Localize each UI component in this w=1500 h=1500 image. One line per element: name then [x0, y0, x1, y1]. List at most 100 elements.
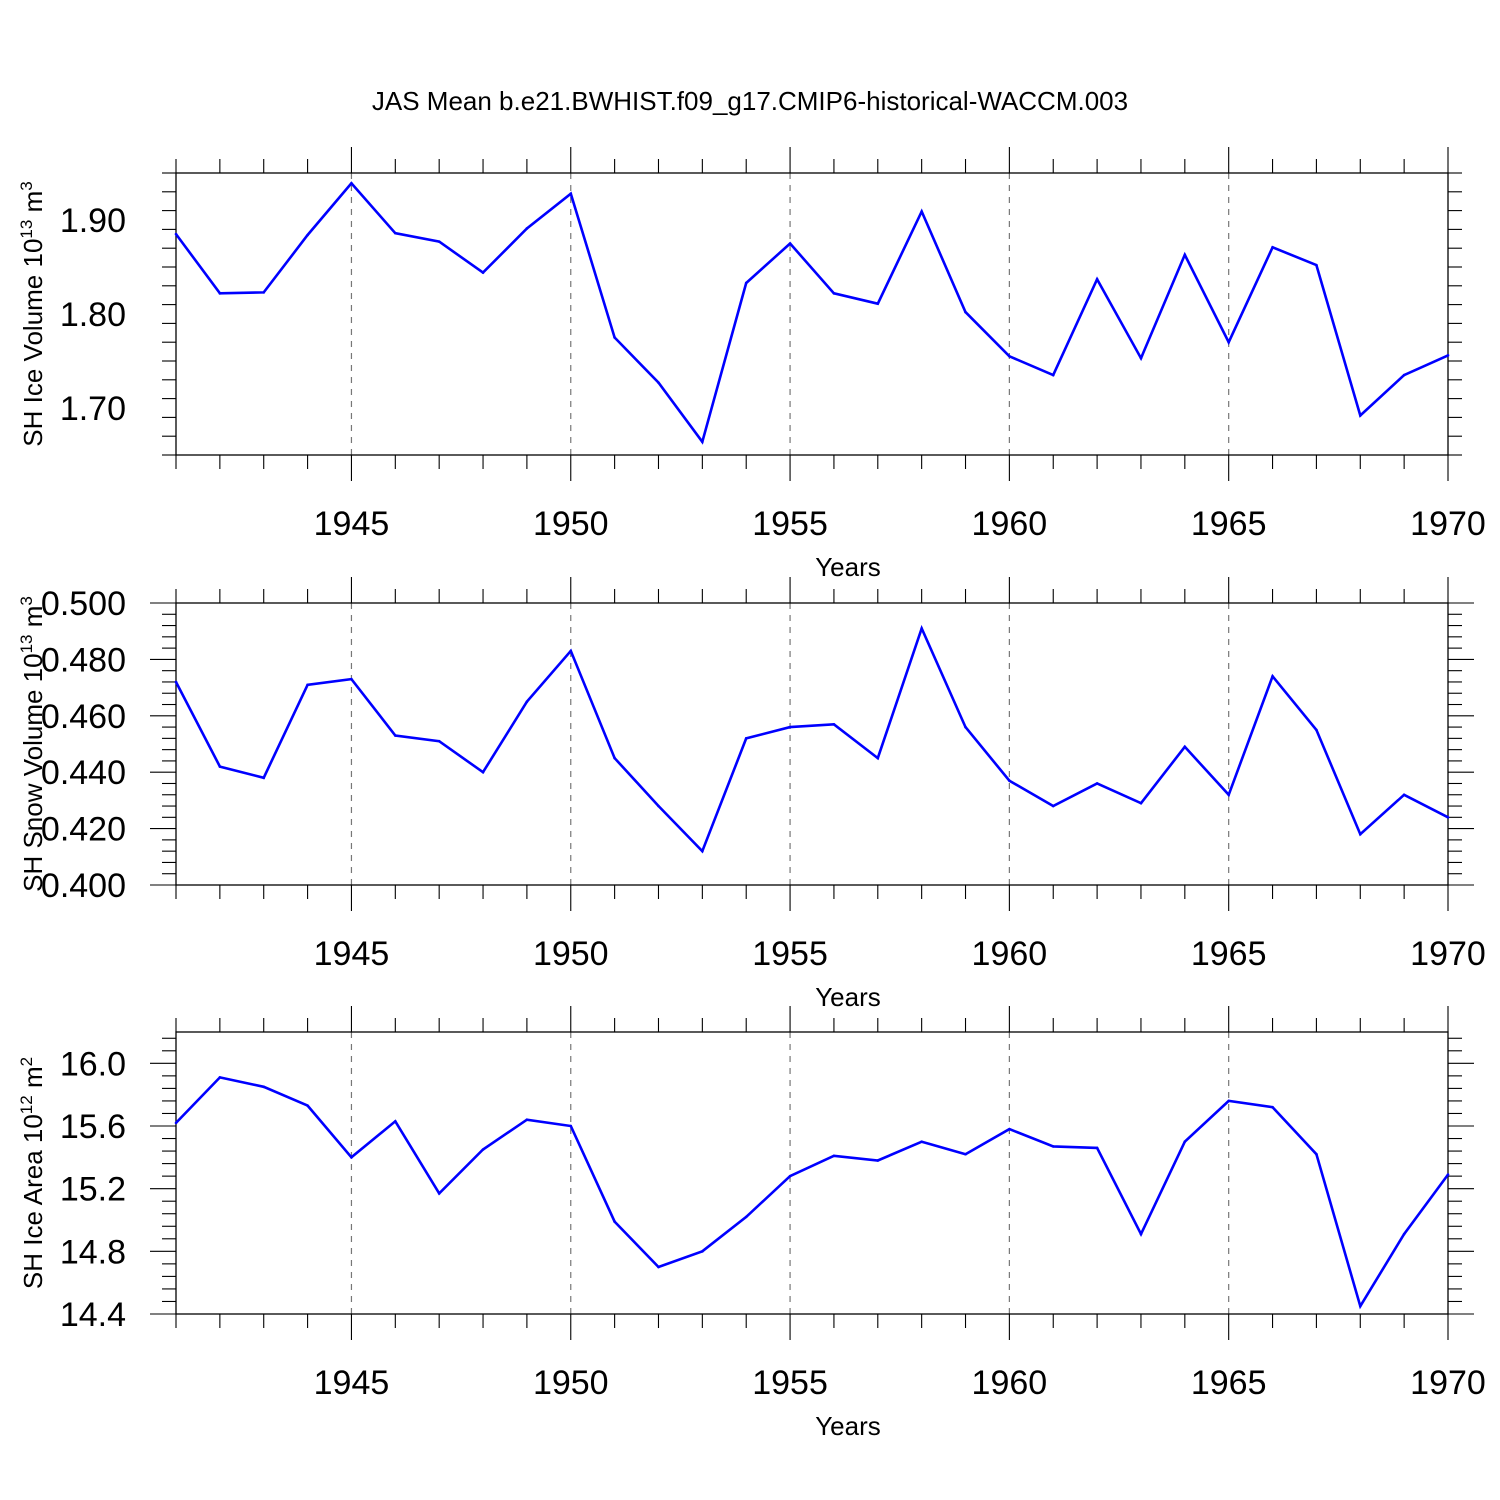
data-point — [1358, 832, 1362, 836]
y-tick-label: 1.90 — [60, 202, 126, 240]
x-tick-label: 1965 — [1191, 505, 1267, 543]
data-point — [964, 310, 967, 314]
y-tick-label: 15.6 — [60, 1108, 126, 1146]
panel-3: 1945 1950 1955 1960 1965 1970 Years 14.4 14.8 15.… — [17, 1006, 1486, 1441]
x-tick-label: 1970 — [1410, 1364, 1486, 1402]
data-point — [744, 281, 748, 285]
data-point — [481, 271, 485, 274]
panel-2: 1945 1950 1955 1960 1965 1970 Years 0.400 0.420 0… — [17, 577, 1486, 1012]
series-line — [174, 624, 1449, 854]
x-tick-label: 1950 — [533, 935, 609, 973]
x-tick-label: 1950 — [533, 1364, 609, 1402]
data-point — [1051, 1145, 1055, 1148]
data-point — [1008, 1127, 1011, 1131]
y-axis-label-unit-exponent: 3 — [17, 596, 36, 605]
data-point — [1315, 728, 1318, 732]
data-point — [832, 722, 836, 726]
data-point — [920, 1140, 923, 1143]
data-point — [613, 756, 616, 760]
y-axis-label-unit: m — [18, 191, 48, 220]
data-point — [262, 1085, 266, 1089]
x-tick-label: 1945 — [314, 935, 390, 973]
data-point — [1139, 801, 1143, 805]
data-point — [744, 737, 748, 740]
data-point — [1402, 1232, 1406, 1236]
data-point — [569, 1124, 573, 1128]
data-point — [1095, 782, 1099, 785]
data-point — [701, 849, 704, 853]
data-point — [174, 1121, 178, 1125]
data-point — [437, 1192, 441, 1195]
data-point — [1051, 373, 1055, 377]
data-point — [525, 227, 529, 230]
y-tick-label: 15.2 — [60, 1171, 126, 1209]
x-axis-label: Years — [815, 552, 881, 582]
y-axis-label-exponent: 13 — [17, 220, 36, 239]
data-point — [525, 1118, 529, 1122]
y-axis-label-text: SH Snow Volume 10 — [18, 653, 48, 891]
data-point — [1446, 816, 1450, 819]
data-point — [788, 1174, 792, 1178]
y-tick-label: 16.0 — [60, 1045, 126, 1083]
data-point — [306, 683, 309, 687]
data-point — [218, 292, 222, 295]
y-axis-label-exponent: 12 — [17, 1095, 36, 1114]
data-point — [1358, 1304, 1362, 1308]
y-tick-label: 0.440 — [41, 754, 126, 792]
y-axis-label: SH Ice Volume 1013 m3 — [17, 181, 48, 446]
data-point — [1315, 263, 1318, 267]
data-point — [788, 242, 792, 245]
x-tick-label: 1960 — [972, 935, 1048, 973]
data-point — [1271, 1105, 1274, 1109]
data-point — [1051, 804, 1055, 808]
y-tick-label: 0.460 — [41, 698, 126, 736]
data-point — [569, 649, 573, 653]
data-point — [1095, 1146, 1099, 1150]
y-tick-label: 0.400 — [41, 867, 126, 905]
data-point — [525, 700, 529, 703]
plot-frame — [175, 602, 1449, 886]
y-tick-label: 0.500 — [41, 585, 126, 623]
data-point — [876, 1159, 880, 1162]
y-axis-label-exponent: 13 — [17, 634, 36, 653]
x-tick-label: 1960 — [972, 1364, 1048, 1402]
series-line — [175, 1075, 1450, 1310]
data-point — [876, 302, 880, 305]
data-point — [394, 231, 397, 235]
y-tick-label: 14.8 — [60, 1233, 126, 1271]
x-tick-label: 1970 — [1410, 935, 1486, 973]
data-point — [1446, 1173, 1450, 1176]
figure-title: JAS Mean b.e21.BWHIST.f09_g17.CMIP6-hist… — [372, 86, 1128, 116]
data-point — [920, 210, 923, 213]
data-point — [657, 381, 660, 384]
data-point — [306, 233, 309, 237]
y-axis-label-text: SH Ice Volume 10 — [18, 239, 48, 447]
data-point — [306, 1104, 309, 1107]
data-point — [437, 240, 441, 243]
data-point — [1227, 793, 1230, 797]
x-tick-label: 1955 — [752, 505, 828, 543]
x-tick-label: 1950 — [533, 505, 609, 543]
y-axis-label-unit: m — [18, 1066, 48, 1095]
data-point — [1358, 414, 1362, 417]
data-point — [350, 1156, 353, 1159]
data-point — [613, 336, 616, 339]
data-point — [262, 776, 266, 780]
x-axis-label: Years — [815, 1411, 881, 1441]
data-point — [1139, 1232, 1143, 1236]
data-point — [1183, 1140, 1187, 1143]
data-point — [350, 677, 353, 681]
data-point — [1095, 277, 1099, 281]
data-point — [218, 1076, 222, 1079]
data-point — [744, 1215, 748, 1219]
plot-frame — [175, 1031, 1449, 1315]
data-point — [788, 725, 792, 729]
panel-1: 1945 1950 1955 1960 1965 1970 Years 1.70 1.80 1.9… — [17, 147, 1486, 582]
data-point — [174, 232, 178, 236]
x-tick-label: 1970 — [1410, 505, 1486, 543]
data-point — [701, 440, 704, 444]
y-tick-label: 0.420 — [41, 811, 126, 849]
data-point — [394, 734, 397, 737]
y-axis-label-unit-exponent: 3 — [17, 181, 36, 190]
